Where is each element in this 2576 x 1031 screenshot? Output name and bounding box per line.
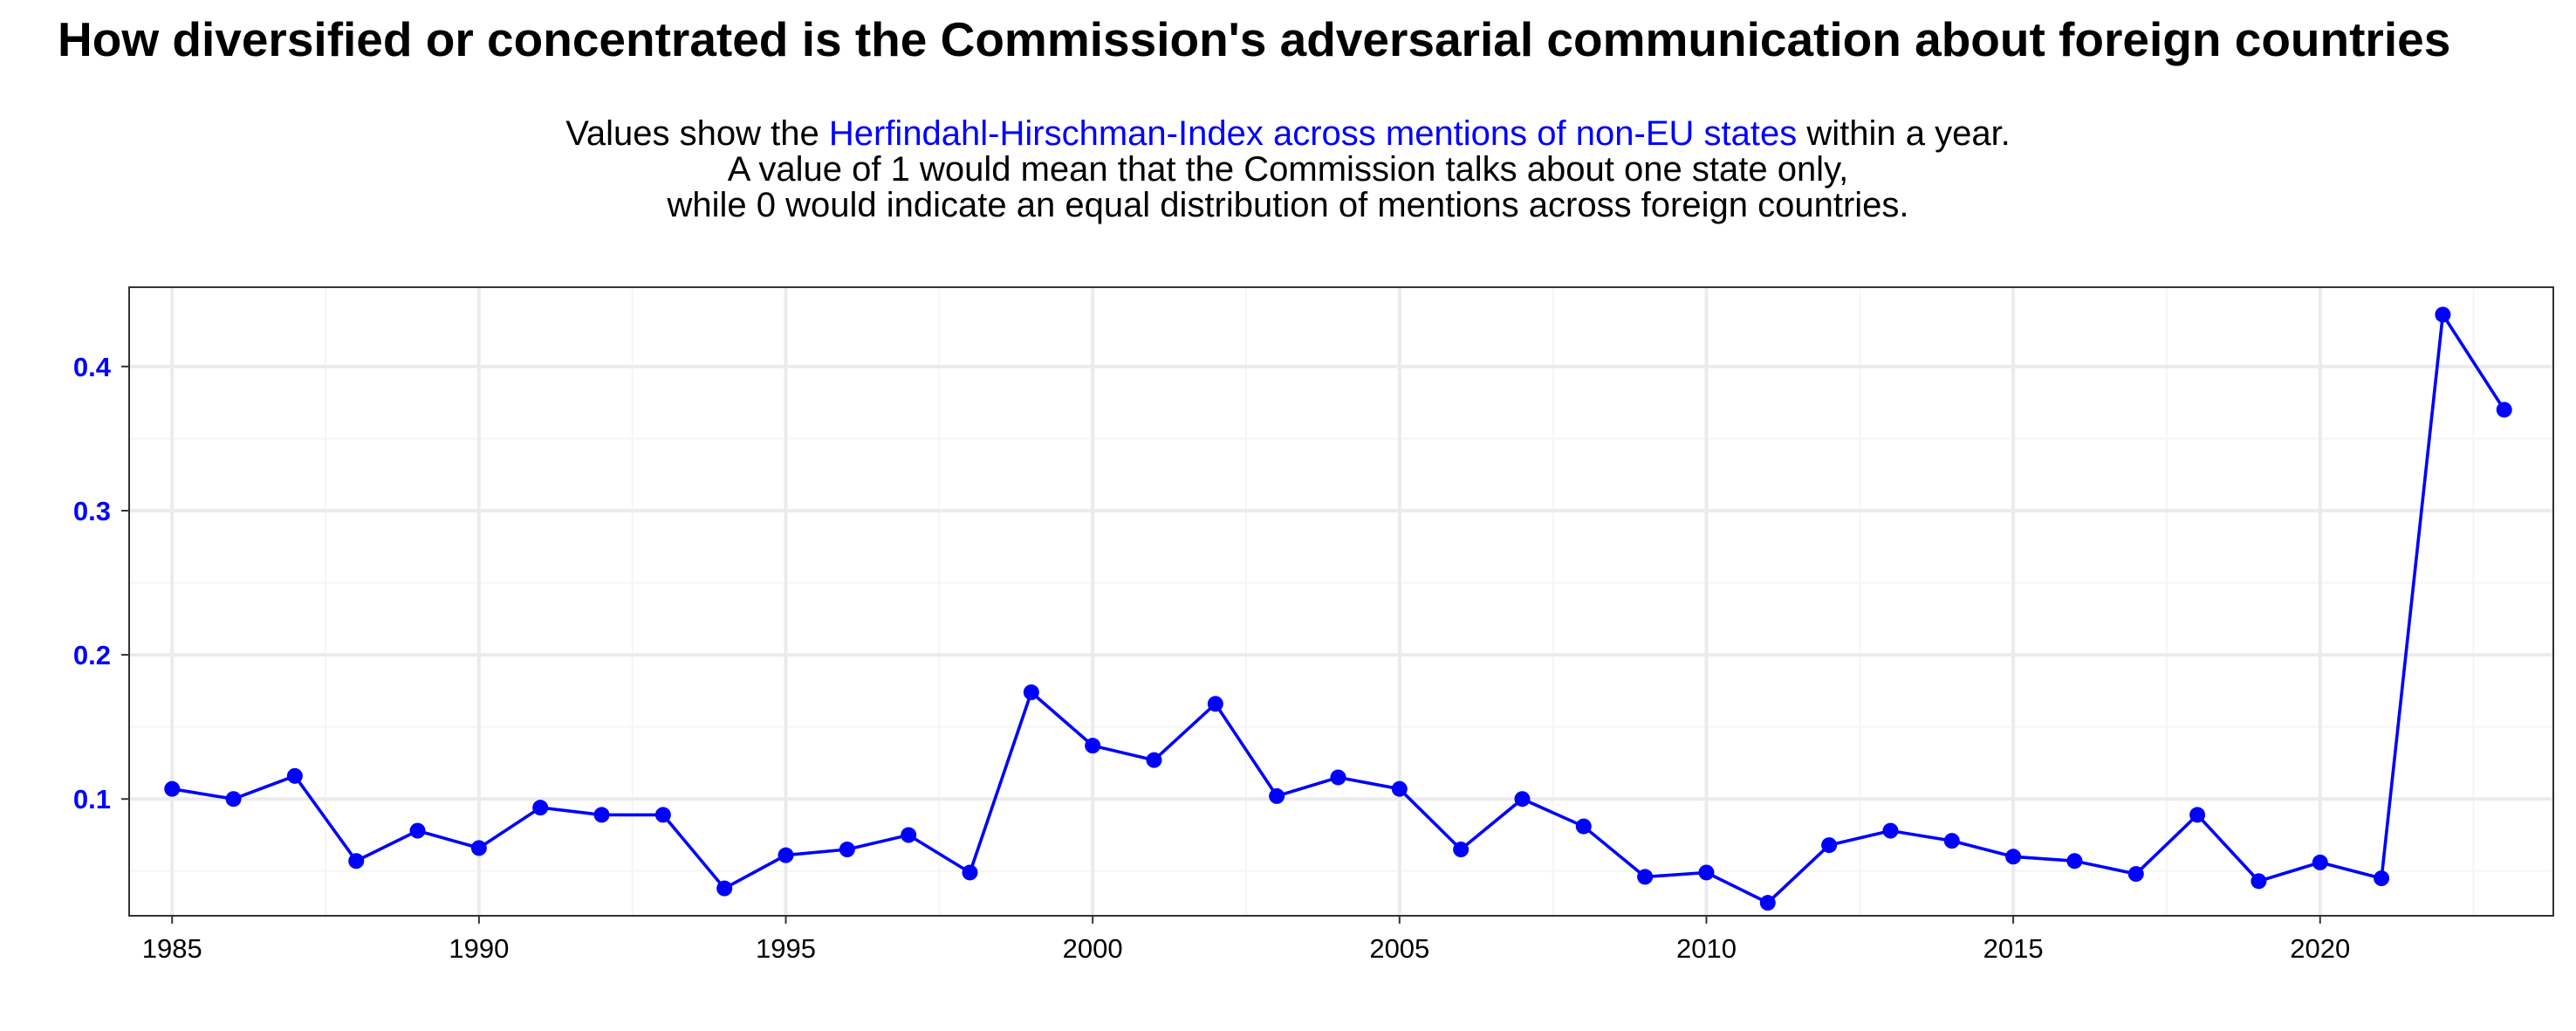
- data-point: [225, 791, 242, 808]
- subtitle-line-3: while 0 would indicate an equal distribu…: [667, 186, 1909, 225]
- data-point: [1698, 864, 1715, 881]
- data-point: [1821, 837, 1838, 854]
- data-point: [2312, 854, 2328, 870]
- data-point: [2251, 873, 2267, 890]
- data-point: [2005, 849, 2022, 865]
- data-point: [1269, 787, 1285, 804]
- data-point: [1391, 780, 1408, 797]
- data-point: [1085, 738, 1101, 754]
- series-layer: [164, 306, 2512, 911]
- data-point: [532, 800, 549, 816]
- x-tick-label: 1990: [449, 933, 509, 964]
- data-point: [2374, 870, 2390, 887]
- y-tick-label: 0.1: [73, 784, 111, 814]
- subtitle-highlight: Herfindahl-Hirschman-Index across mentio…: [828, 114, 1798, 153]
- x-tick-label: 1985: [142, 933, 202, 964]
- data-point: [1759, 895, 1776, 911]
- data-point: [1330, 769, 1346, 786]
- subtitle-line-1-end: within a year.: [1797, 114, 2011, 153]
- data-point: [1023, 684, 1039, 701]
- x-tick-label: 2010: [1676, 933, 1737, 964]
- grid-major: [129, 287, 2553, 916]
- x-tick-label: 2000: [1063, 933, 1123, 964]
- data-point: [1943, 833, 1960, 849]
- data-point: [1575, 818, 1592, 835]
- x-tick-label: 2005: [1369, 933, 1429, 964]
- data-point: [962, 864, 978, 881]
- data-point: [1453, 842, 1470, 858]
- data-point: [2496, 402, 2512, 418]
- chart-title: How diversified or concentrated is the C…: [58, 12, 2451, 66]
- chart-subtitle: Values show the Herfindahl-Hirschman-Ind…: [0, 114, 2576, 225]
- data-point: [2435, 306, 2451, 323]
- data-point: [716, 880, 733, 897]
- data-point: [839, 842, 855, 858]
- data-point: [1207, 696, 1223, 712]
- subtitle-line-1-start: Values show the: [565, 114, 829, 153]
- y-axis: 0.1 0.2 0.3 0.4: [73, 352, 129, 814]
- data-point: [2189, 807, 2206, 823]
- data-point: [654, 807, 671, 823]
- x-tick-label: 2015: [1983, 933, 2044, 964]
- data-point: [2066, 853, 2083, 869]
- data-point: [409, 822, 426, 839]
- data-point: [1637, 869, 1654, 885]
- data-point: [1514, 791, 1531, 808]
- data-point: [1146, 752, 1162, 768]
- data-point: [470, 840, 487, 856]
- data-point: [593, 807, 610, 823]
- data-point: [778, 847, 794, 863]
- subtitle-line-2: A value of 1 would mean that the Commiss…: [727, 150, 1849, 189]
- y-tick-label: 0.4: [73, 352, 112, 382]
- plot-panel-border: [128, 286, 2554, 917]
- x-tick-label: 2020: [2290, 933, 2350, 964]
- data-point: [164, 780, 181, 797]
- x-axis: 1985 1990 1995 2000 2005 2010 2015 2020: [142, 916, 2350, 964]
- data-point: [1882, 822, 1899, 839]
- data-point: [348, 853, 365, 869]
- grid-minor: [129, 287, 2553, 916]
- y-tick-label: 0.2: [73, 640, 111, 670]
- x-tick-label: 1995: [756, 933, 816, 964]
- data-point: [286, 767, 303, 784]
- data-point: [2127, 866, 2144, 883]
- y-tick-label: 0.3: [73, 496, 111, 526]
- data-point: [901, 827, 917, 843]
- subtitle-line-1: Values show the Herfindahl-Hirschman-Ind…: [0, 114, 2576, 153]
